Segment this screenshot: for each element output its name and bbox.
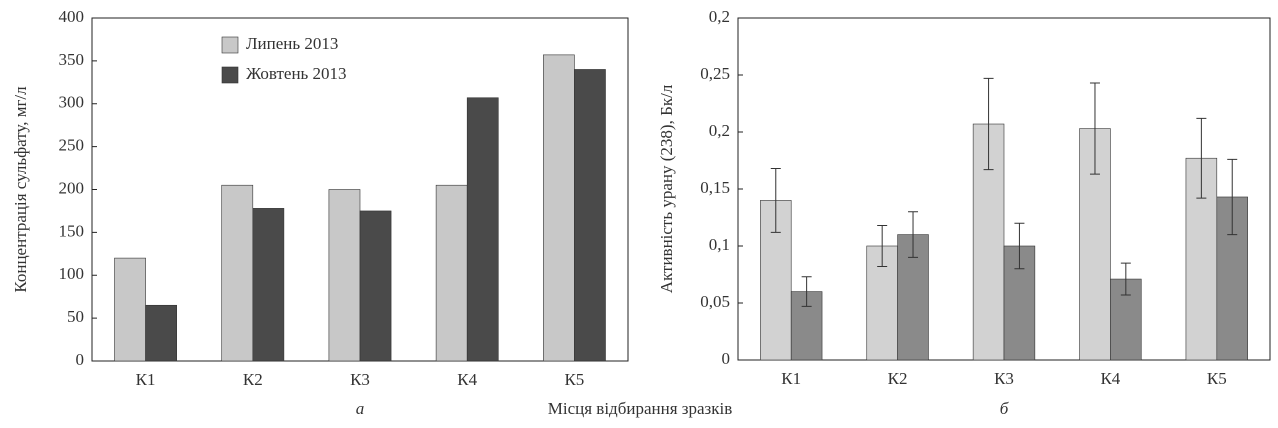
y-tick-label: 100 [59, 264, 85, 283]
x-tick-label: К3 [994, 369, 1014, 388]
bar [359, 210, 392, 362]
y-tick-label: 0 [722, 349, 731, 368]
error-bar [908, 211, 919, 258]
x-tick-label: К2 [243, 370, 263, 389]
x-tick-label: К2 [888, 369, 908, 388]
y-tick-label: 0,25 [700, 64, 730, 83]
bar [252, 208, 285, 362]
y-tick-label: 400 [59, 7, 85, 26]
bar [328, 189, 361, 362]
x-tick-label: К5 [564, 370, 584, 389]
y-tick-label: 250 [59, 136, 85, 155]
x-tick-label: К4 [1100, 369, 1120, 388]
y-axis-label: Концентрація сульфату, мг/л [11, 86, 30, 293]
x-tick-label: К1 [781, 369, 801, 388]
y-tick-label: 0,2 [709, 7, 730, 26]
x-tick-label: К1 [136, 370, 156, 389]
x-tick-label: К4 [457, 370, 477, 389]
error-bar [1014, 222, 1025, 270]
y-tick-label: 300 [59, 93, 85, 112]
bar [574, 69, 606, 362]
bar [145, 304, 177, 362]
legend-label: Липень 2013 [246, 34, 338, 53]
error-bar [770, 167, 781, 233]
subplot-label: б [1000, 399, 1009, 418]
y-tick-label: 200 [59, 178, 85, 197]
y-tick-label: 0,15 [700, 178, 730, 197]
y-tick-label: 0 [76, 350, 85, 369]
bar [543, 54, 575, 362]
y-tick-label: 150 [59, 221, 85, 240]
y-tick-label: 350 [59, 50, 85, 69]
bar [435, 184, 468, 362]
error-bar [877, 224, 888, 268]
bar [466, 97, 499, 362]
y-tick-label: 0,05 [700, 292, 730, 311]
legend-label: Жовтень 2013 [246, 64, 347, 83]
y-axis-label: Активність урану (238), Бк/л [657, 84, 676, 293]
legend-swatch [221, 66, 239, 84]
error-bar [1196, 117, 1207, 199]
x-tick-label: К3 [350, 370, 370, 389]
x-tick-label: К5 [1207, 369, 1227, 388]
y-tick-label: 50 [67, 307, 84, 326]
bar [760, 200, 792, 361]
error-bar [983, 77, 994, 171]
error-bar [1089, 82, 1100, 175]
bar [221, 184, 254, 362]
y-tick-label: 0,1 [709, 235, 730, 254]
subplot-label: а [356, 399, 365, 418]
x-axis-label: Місця відбирання зразків [548, 399, 733, 418]
error-bar [801, 276, 812, 307]
legend-swatch [221, 36, 239, 54]
bar [114, 257, 146, 362]
error-bar [1120, 262, 1131, 296]
error-bar [1227, 158, 1238, 236]
y-tick-label: 0,2 [709, 121, 730, 140]
